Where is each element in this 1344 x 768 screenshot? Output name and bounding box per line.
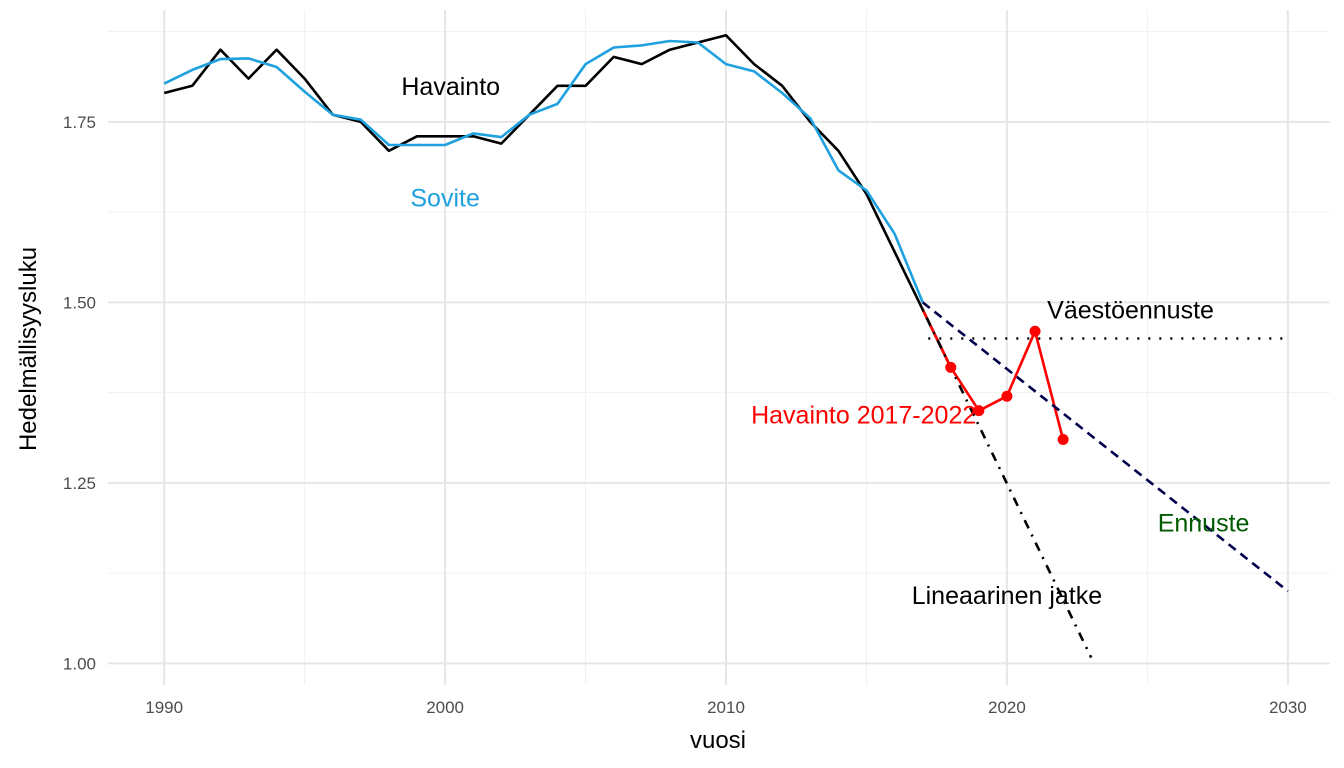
havainto-2017-2022-line <box>921 309 1065 440</box>
havainto-2017-2022-point <box>1057 434 1069 446</box>
vaestoennuste-label: Väestöennuste <box>1047 297 1214 325</box>
tick-label-layer: 1990 2000 2010 2020 2030 1.00 1.25 1.50 1.75 <box>63 113 1307 717</box>
y-axis-title: Hedelmällisyysluku <box>15 247 42 451</box>
x-tick-label: 2000 <box>426 698 464 717</box>
sovite-line <box>163 39 924 303</box>
havainto-label: Havainto <box>401 73 500 101</box>
marker-layer <box>945 325 1069 446</box>
y-tick-label: 1.50 <box>63 293 96 312</box>
minor-gridlines <box>108 10 1330 685</box>
x-tick-label: 2020 <box>988 698 1026 717</box>
havainto-2017-2022-point <box>945 361 957 373</box>
x-axis-title: vuosi <box>690 727 746 754</box>
ennuste-line <box>921 301 1289 593</box>
annotation-layer: Havainto Sovite Havainto 2017-2022 Väestöen… <box>401 73 1249 610</box>
lineaarinen-jatke-label: Lineaarinen jatke <box>912 582 1102 610</box>
x-tick-label: 2030 <box>1269 698 1307 717</box>
havainto-2017-2022-point <box>973 405 985 417</box>
x-tick-label: 1990 <box>145 698 183 717</box>
havainto-2017-2022-point <box>1029 325 1041 337</box>
y-tick-label: 1.75 <box>63 113 96 132</box>
havainto-2017-2022-label: Havainto 2017-2022 <box>751 401 976 429</box>
havainto-line <box>163 33 952 368</box>
major-gridlines <box>108 10 1330 685</box>
y-tick-label: 1.00 <box>63 654 96 673</box>
y-tick-label: 1.25 <box>63 474 96 493</box>
havainto-2017-2022-point <box>1001 390 1013 402</box>
x-tick-label: 2010 <box>707 698 745 717</box>
ennuste-label: Ennuste <box>1158 510 1250 538</box>
sovite-label: Sovite <box>410 185 479 213</box>
